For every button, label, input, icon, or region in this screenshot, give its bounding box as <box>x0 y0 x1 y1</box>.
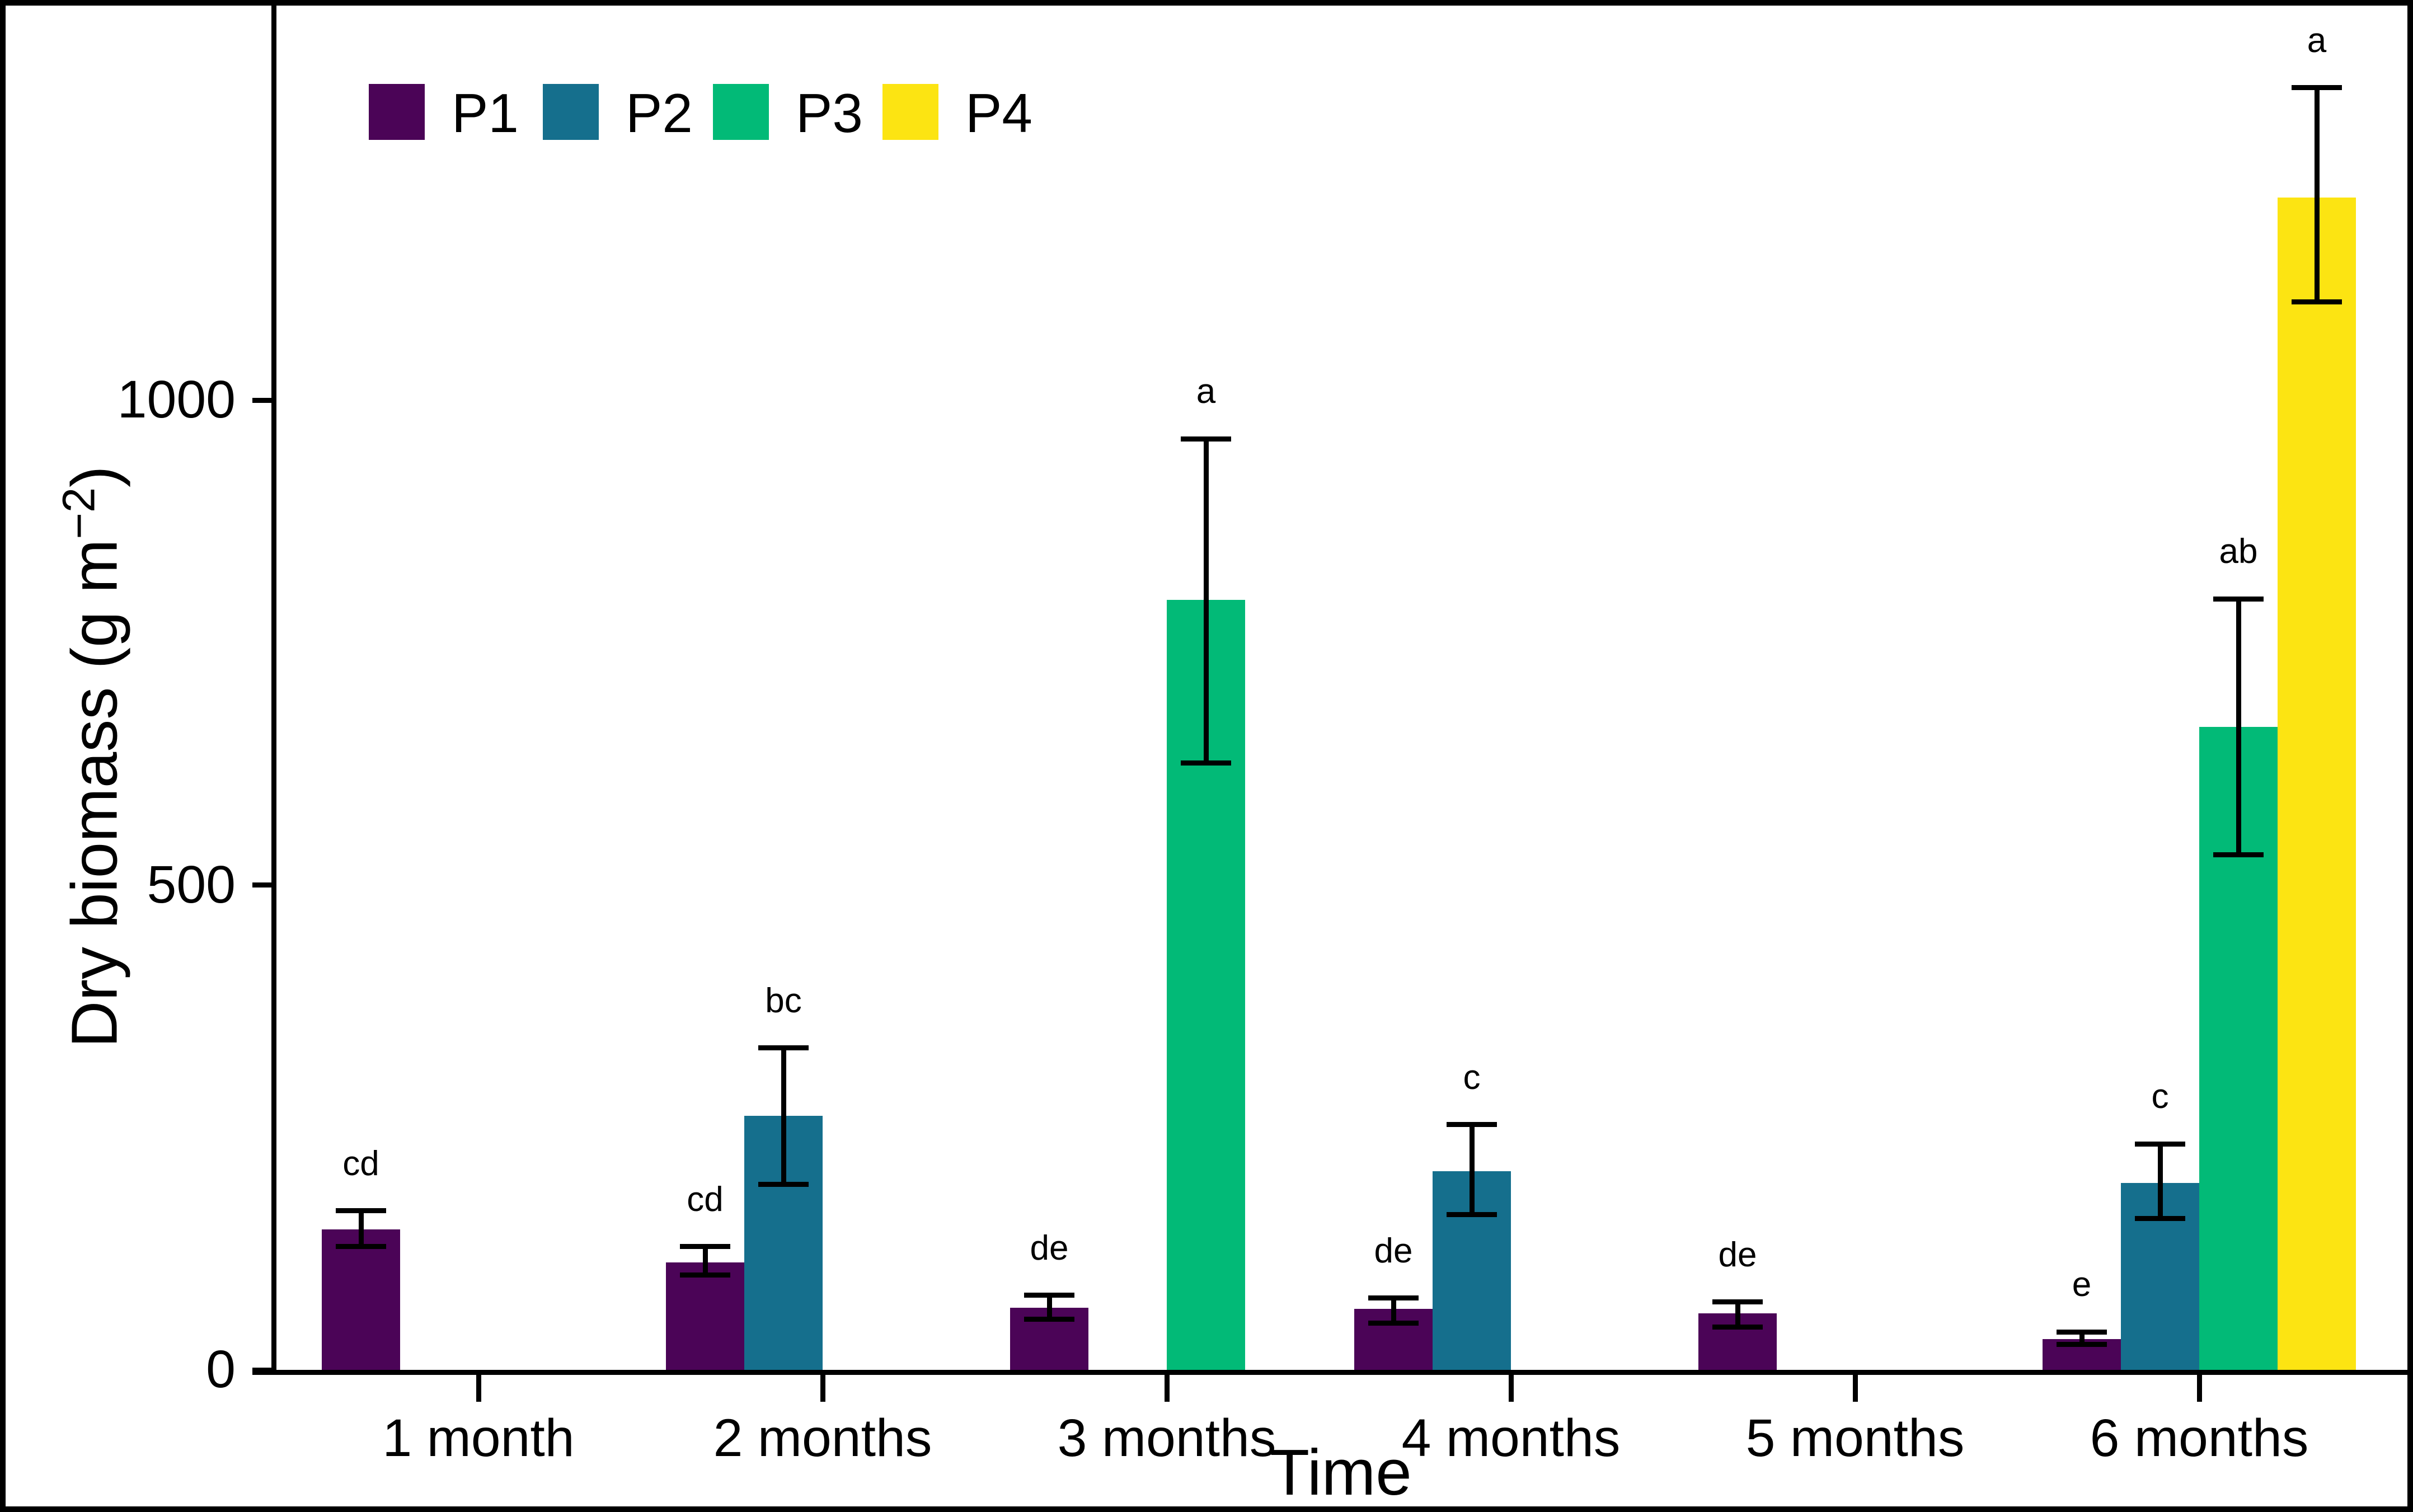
significance-letter: c <box>2151 1077 2169 1116</box>
error-bar-cap-top <box>2057 1329 2107 1335</box>
x-tick-label: 4 months <box>1401 1408 1621 1468</box>
legend-swatch-p3 <box>713 84 769 140</box>
error-bar-cap-top <box>2213 596 2264 602</box>
significance-letter: bc <box>765 981 802 1020</box>
error-bar-cap-bottom <box>2213 852 2264 858</box>
error-bar-line <box>2236 599 2241 855</box>
x-tick-label: 1 month <box>382 1408 575 1468</box>
legend-label-p1: P1 <box>452 82 519 144</box>
significance-letter: a <box>2307 21 2327 60</box>
significance-letter: ab <box>2219 532 2258 571</box>
error-bar-cap-bottom <box>1181 760 1231 766</box>
significance-letter: de <box>1374 1231 1413 1270</box>
error-bar-cap-top <box>758 1045 809 1051</box>
error-bar-cap-bottom <box>2135 1216 2185 1222</box>
error-bar-cap-bottom <box>2292 299 2342 305</box>
error-bar-line <box>2079 1332 2085 1345</box>
legend-label-p2: P2 <box>626 82 693 144</box>
legend-label-p4: P4 <box>965 82 1032 144</box>
error-bar-line <box>2314 87 2320 302</box>
error-bar-cap-bottom <box>1712 1325 1763 1330</box>
x-axis-line <box>252 1370 2407 1375</box>
error-bar-line <box>1046 1295 1052 1320</box>
error-bar-cap-top <box>336 1208 386 1214</box>
significance-letter: a <box>1196 372 1216 411</box>
x-tick <box>2196 1375 2202 1402</box>
significance-letter: cd <box>342 1144 379 1183</box>
legend-swatch-p2 <box>543 84 599 140</box>
legend-swatch-p4 <box>882 84 938 140</box>
x-tick <box>1852 1375 1858 1402</box>
y-tick-label: 1000 <box>117 370 236 429</box>
significance-letter: de <box>1030 1228 1069 1267</box>
error-bar-cap-bottom <box>1368 1321 1419 1326</box>
x-tick-label: 6 months <box>2090 1408 2309 1468</box>
bar-p4-6 <box>2278 197 2356 1370</box>
error-bar-cap-top <box>1368 1295 1419 1301</box>
y-tick-label: 0 <box>206 1340 236 1399</box>
significance-letter: c <box>1463 1058 1481 1097</box>
error-bar-line <box>1391 1298 1396 1323</box>
y-axis-line <box>271 6 276 1375</box>
y-axis-title: Dry biomass (g m−2) <box>46 309 131 1204</box>
error-bar-cap-top <box>680 1244 730 1250</box>
error-bar-cap-bottom <box>336 1244 386 1250</box>
error-bar-cap-top <box>2292 85 2342 91</box>
bar-p1-2 <box>666 1262 744 1370</box>
y-tick <box>252 882 271 888</box>
x-tick <box>1508 1375 1514 1402</box>
bar-p1-1 <box>322 1229 400 1370</box>
y-tick <box>252 397 271 403</box>
x-axis-title: Time <box>1270 1436 1412 1509</box>
y-axis-title-close: ) <box>58 466 131 487</box>
error-bar-cap-top <box>1181 436 1231 442</box>
error-bar-cap-top <box>1712 1299 1763 1305</box>
y-axis-title-superscript: −2 <box>54 487 105 539</box>
error-bar-line <box>2157 1144 2163 1219</box>
error-bar-cap-bottom <box>680 1272 730 1278</box>
error-bar-cap-top <box>1024 1293 1074 1298</box>
y-tick-label: 500 <box>147 854 236 914</box>
y-tick <box>252 1367 271 1373</box>
x-tick <box>1164 1375 1170 1402</box>
error-bar-cap-top <box>2135 1141 2185 1147</box>
error-bar-cap-bottom <box>2057 1342 2107 1347</box>
significance-letter: e <box>2072 1265 2092 1304</box>
x-tick-label: 2 months <box>713 1408 932 1468</box>
significance-letter: de <box>1718 1235 1757 1274</box>
legend-label-p3: P3 <box>796 82 863 144</box>
x-tick-label: 5 months <box>1745 1408 1965 1468</box>
y-axis-title-main: Dry biomass (g m <box>58 539 131 1048</box>
error-bar-line <box>1735 1302 1740 1327</box>
x-tick <box>476 1375 481 1402</box>
error-bar-cap-bottom <box>758 1182 809 1187</box>
error-bar-line <box>1203 439 1209 763</box>
error-bar-cap-bottom <box>1447 1212 1497 1218</box>
error-bar-cap-bottom <box>1024 1317 1074 1322</box>
x-tick <box>820 1375 825 1402</box>
significance-letter: cd <box>687 1180 724 1219</box>
error-bar-line <box>702 1246 708 1275</box>
error-bar-line <box>358 1210 364 1247</box>
error-bar-line <box>1469 1124 1475 1215</box>
error-bar-cap-top <box>1447 1122 1497 1128</box>
error-bar-line <box>781 1048 786 1185</box>
x-tick-label: 3 months <box>1057 1408 1276 1468</box>
legend-swatch-p1 <box>369 84 425 140</box>
